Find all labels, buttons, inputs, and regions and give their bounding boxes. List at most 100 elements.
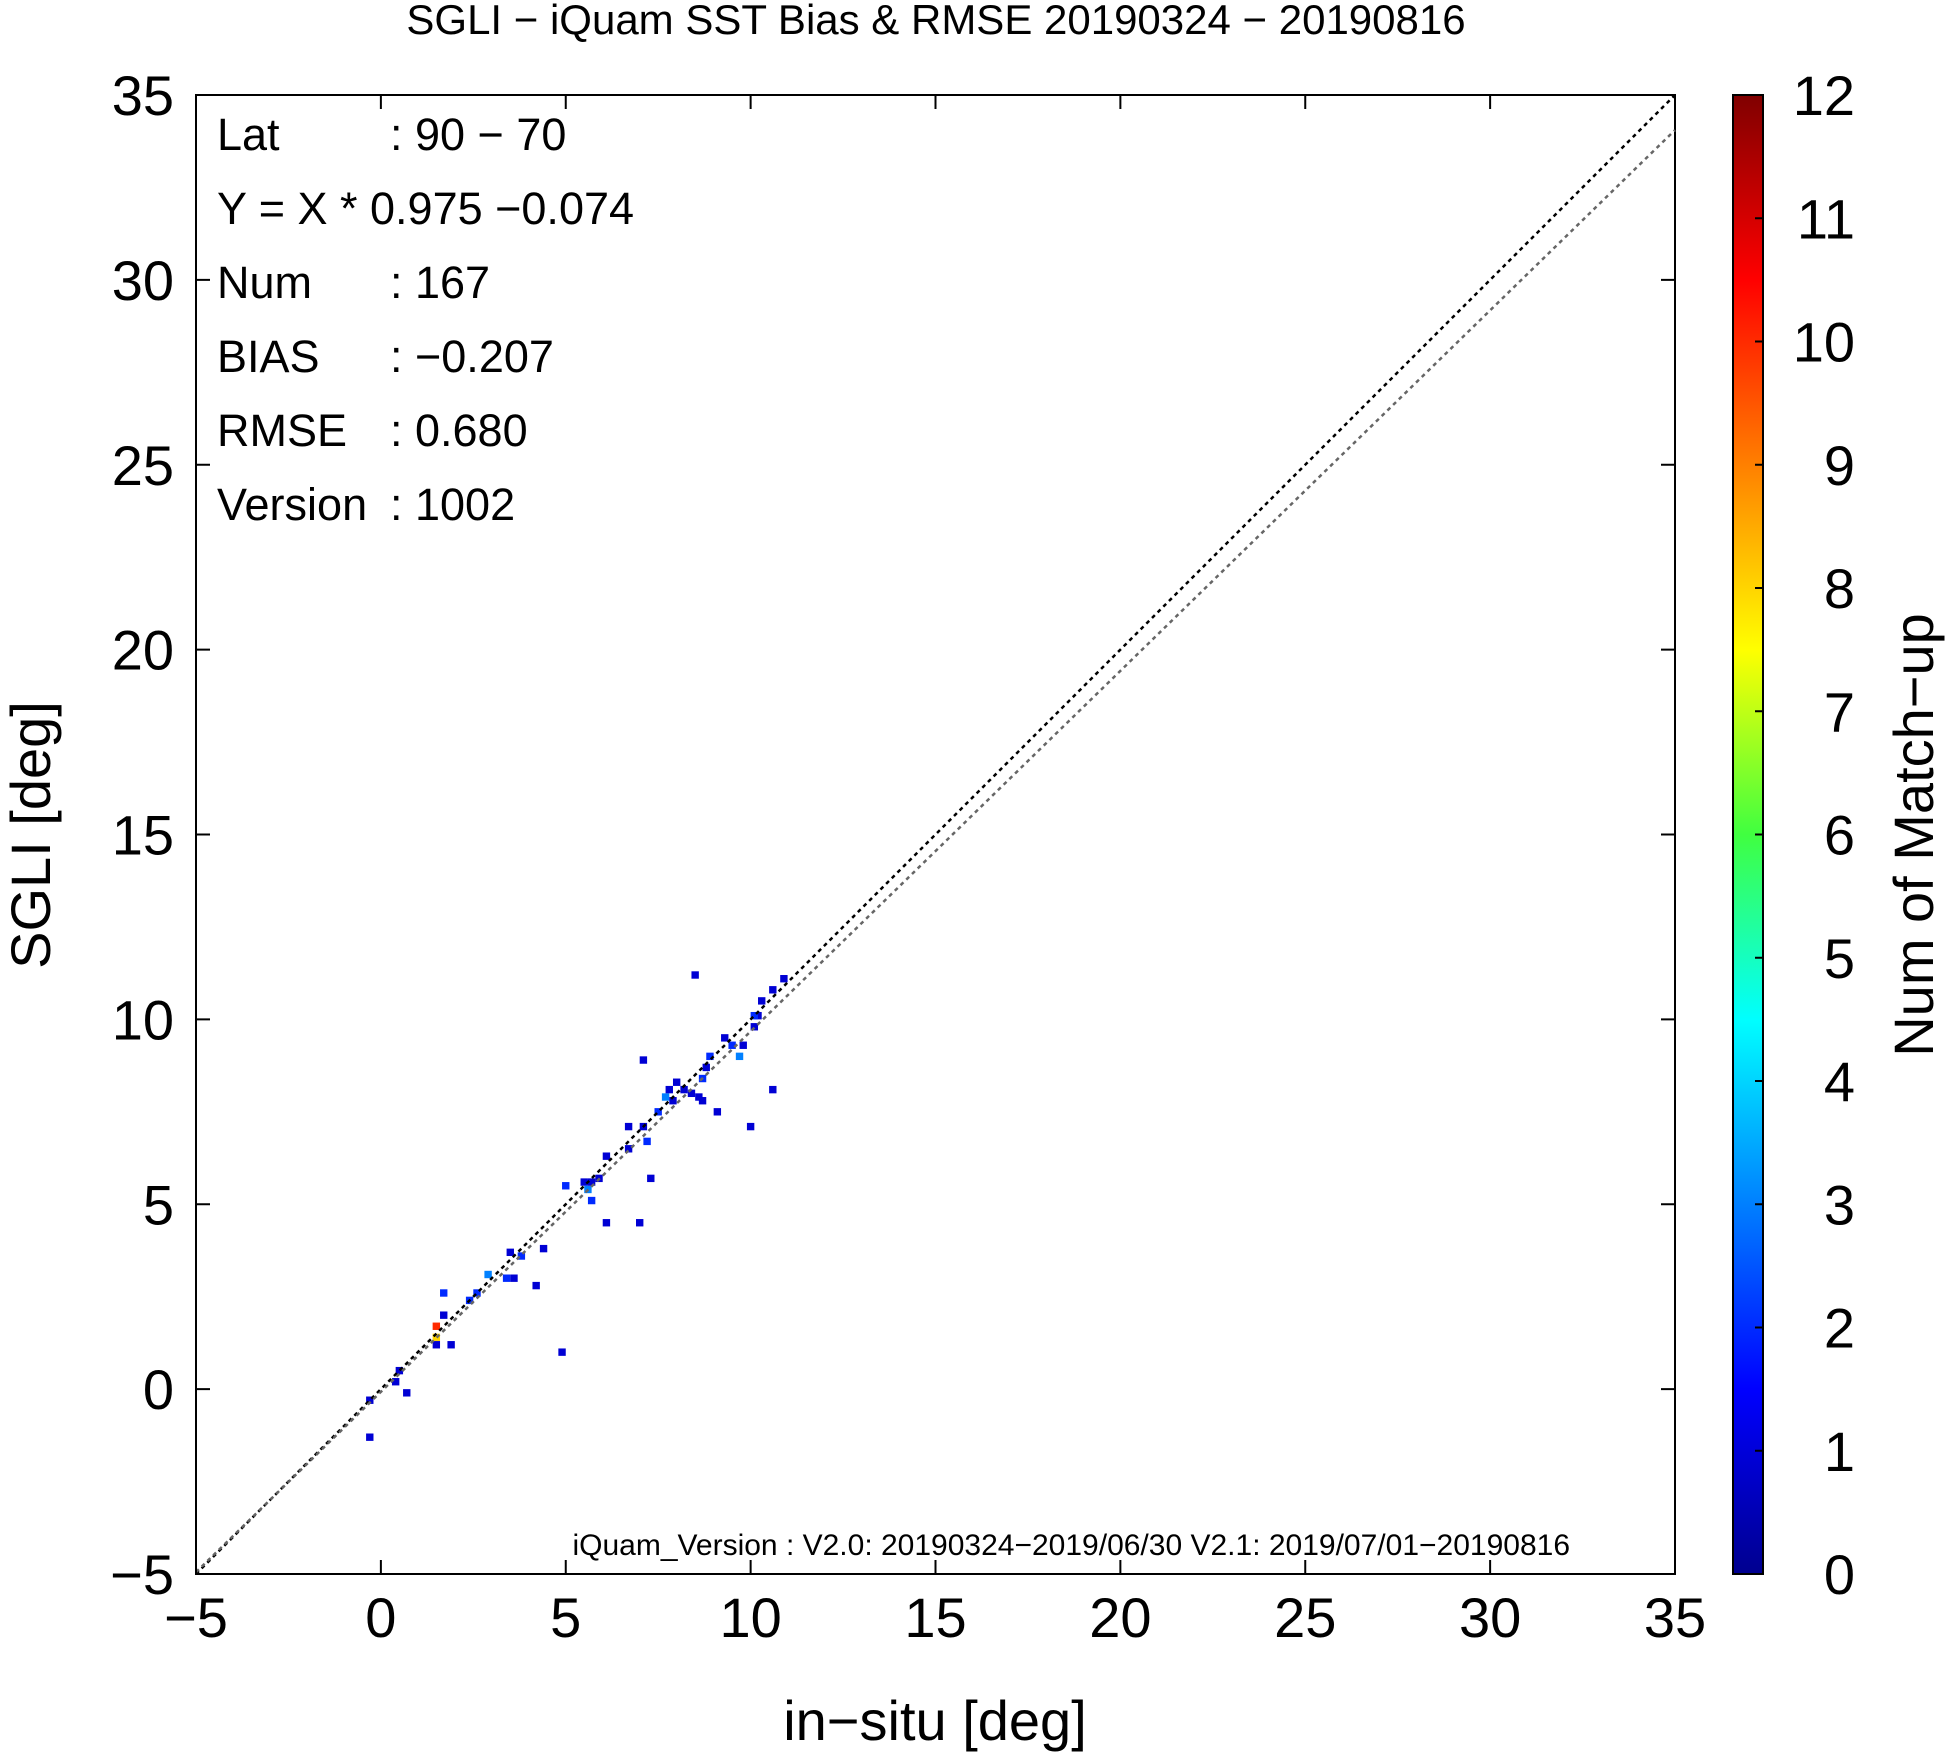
density-cell (432, 1322, 441, 1330)
density-cell (680, 1085, 688, 1094)
x-tick-label: 10 (719, 1586, 781, 1649)
density-cell (440, 1289, 448, 1297)
density-cell (672, 1078, 681, 1086)
density-cell (580, 1178, 588, 1186)
x-tick-label: 30 (1459, 1586, 1521, 1649)
density-cell (698, 1097, 707, 1105)
density-cell (687, 1089, 696, 1098)
density-cell (366, 1433, 374, 1441)
x-tick-label: 25 (1274, 1586, 1336, 1649)
density-cell (484, 1270, 492, 1279)
density-cell (510, 1274, 518, 1282)
colorbar-tick-label: 2 (1824, 1297, 1855, 1360)
x-tick-label: 35 (1644, 1586, 1706, 1649)
density-cell (780, 975, 788, 983)
density-cell (391, 1378, 400, 1386)
density-cell (769, 1085, 777, 1094)
x-tick-label: 0 (365, 1586, 396, 1649)
density-cell (395, 1366, 404, 1375)
colorbar-tick-label: 3 (1824, 1173, 1855, 1236)
density-cell (750, 1023, 759, 1031)
density-cell (587, 1178, 596, 1186)
colorbar-tick-label: 12 (1793, 64, 1855, 127)
density-cell (735, 1052, 744, 1061)
density-cell (746, 1122, 755, 1131)
footnote: iQuam_Version : V2.0: 20190324−2019/06/3… (573, 1529, 1571, 1562)
density-cell (661, 1093, 670, 1101)
density-cell (702, 1063, 710, 1072)
density-cell (506, 1248, 514, 1257)
density-cell (721, 1034, 729, 1042)
stat-key-num: Num (217, 257, 312, 308)
colorbar-tick-label: 5 (1824, 927, 1855, 990)
density-cell (665, 1085, 673, 1094)
plot-area (195, 94, 1676, 1575)
density-cell (440, 1311, 448, 1319)
stat-key-lat: Lat (217, 109, 280, 160)
y-tick-label: 35 (112, 64, 174, 127)
stat-regression: Y = X * 0.975 −0.074 (217, 183, 634, 234)
density-cell (587, 1196, 596, 1205)
stat-key-version: Version (217, 479, 367, 530)
density-cell (624, 1122, 633, 1131)
stat-value-num: : 167 (390, 257, 490, 308)
density-cell (562, 1182, 570, 1190)
reference-lines (195, 94, 1676, 1575)
stat-key-bias: BIAS (217, 331, 320, 382)
density-cell (558, 1348, 566, 1356)
density-cell (728, 1041, 736, 1049)
x-tick-label: 5 (550, 1586, 581, 1649)
density-cell (447, 1341, 455, 1349)
colorbar-tick-label: 8 (1824, 557, 1855, 620)
colorbar-tick-label: 11 (1797, 187, 1855, 250)
stat-value-bias: : −0.207 (390, 331, 554, 382)
density-cell (532, 1281, 540, 1290)
density-cell (636, 1219, 644, 1227)
density-cell (366, 1396, 374, 1404)
density-cell (750, 1011, 759, 1020)
axis-ticks: −5 0 5 10 15 20 25 30 35 −5 0 5 10 15 20 25 30 35 (110, 64, 1706, 1649)
x-axis-label: in−situ [deg] (783, 1689, 1087, 1752)
density-cell (473, 1289, 481, 1297)
stat-key-rmse: RMSE (217, 405, 347, 456)
colorbar-tick-label: 7 (1824, 680, 1855, 743)
colorbar-tick-label: 9 (1824, 434, 1855, 497)
colorbar-tick-label: 6 (1824, 804, 1855, 867)
density-cell (713, 1108, 722, 1116)
density-cell (643, 1137, 651, 1146)
density-cell (624, 1145, 633, 1153)
y-tick-label: 25 (112, 434, 174, 497)
density-cell (432, 1333, 441, 1342)
density-cells (366, 971, 788, 1441)
colorbar-tick-label: 1 (1824, 1420, 1855, 1483)
density-cell (502, 1274, 511, 1282)
stat-value-version: : 1002 (390, 479, 515, 530)
y-tick-label: −5 (110, 1543, 174, 1606)
density-cell (602, 1152, 611, 1160)
colorbar-tick-label: 10 (1793, 311, 1855, 374)
y-tick-label: 0 (143, 1358, 174, 1421)
density-cell (403, 1389, 411, 1397)
regression-line (195, 129, 1676, 1574)
colorbar-tick-label: 0 (1824, 1543, 1855, 1606)
density-cell (669, 1097, 677, 1105)
density-cell (647, 1174, 655, 1183)
x-tick-label: 20 (1089, 1586, 1151, 1649)
y-tick-label: 10 (112, 988, 174, 1051)
y-tick-label: 5 (143, 1173, 174, 1236)
density-cell (739, 1041, 747, 1049)
density-cell (639, 1056, 648, 1064)
colorbar-label: Num of Match−up (1882, 613, 1945, 1057)
density-cell (517, 1252, 526, 1260)
density-cell (539, 1244, 548, 1253)
y-tick-label: 20 (112, 619, 174, 682)
density-cell (691, 971, 699, 979)
colorbar-tick-label: 4 (1824, 1050, 1855, 1113)
x-tick-label: 15 (904, 1586, 966, 1649)
y-axis-label: SGLI [deg] (0, 701, 62, 969)
density-cell (758, 997, 766, 1005)
y-tick-label: 15 (112, 804, 174, 867)
stats-box: Lat : 90 − 70 Y = X * 0.975 −0.074 Num :… (217, 109, 634, 530)
